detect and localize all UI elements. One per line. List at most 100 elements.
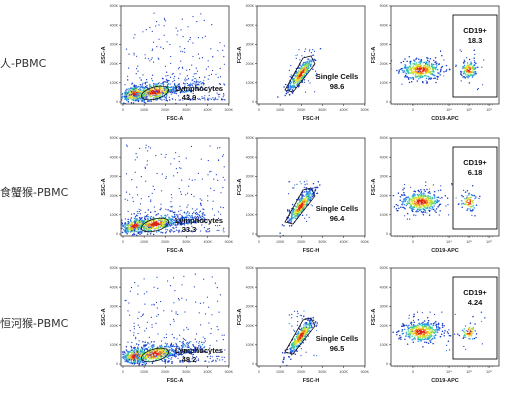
event-dot [149, 91, 152, 93]
lymphocyte-gate [140, 217, 170, 233]
event-dot [192, 15, 194, 18]
event-dot [119, 224, 121, 226]
event-dot [391, 60, 393, 62]
event-dot [299, 208, 302, 211]
event-dot [175, 352, 178, 354]
event-dot [306, 220, 308, 222]
event-dot [433, 205, 435, 207]
event-dot [407, 77, 410, 79]
event-dot [204, 35, 206, 37]
event-dot [197, 219, 199, 221]
event-dot [176, 338, 178, 340]
event-dot [210, 332, 212, 335]
event-dot [165, 75, 167, 77]
event-dot [302, 198, 305, 200]
event-dot [156, 276, 158, 278]
event-dot [429, 209, 431, 212]
event-dot [400, 194, 403, 196]
event-dot [168, 216, 170, 218]
event-dot [142, 219, 144, 222]
event-dot [163, 17, 165, 19]
event-dot [291, 89, 294, 91]
event-dot [300, 77, 302, 79]
event-dot [184, 51, 186, 53]
event-dot [162, 90, 165, 92]
event-dot [438, 63, 441, 65]
event-dot [292, 213, 294, 216]
event-dot [163, 337, 165, 339]
event-dot [217, 225, 219, 227]
event-dot [125, 231, 128, 234]
event-dot [150, 58, 152, 60]
event-dot [290, 224, 293, 226]
event-dot [471, 65, 474, 67]
event-dot [165, 96, 168, 98]
y-tick-label: 200K [246, 194, 255, 198]
event-dot [397, 72, 400, 74]
event-dot [166, 343, 168, 345]
event-dot [136, 156, 138, 158]
event-dot [150, 316, 152, 318]
event-dot [151, 57, 153, 59]
event-dot [412, 199, 415, 202]
event-dot [186, 79, 188, 81]
event-dot [125, 299, 127, 301]
event-dot [200, 202, 202, 204]
event-dot [430, 198, 433, 201]
event-dot [422, 213, 425, 216]
x-tick-label: 10⁶ [486, 108, 492, 112]
event-dot [154, 92, 157, 95]
event-dot [156, 87, 159, 89]
event-dot [427, 194, 429, 197]
event-dot [306, 214, 308, 216]
event-dot [289, 87, 292, 89]
event-dot [164, 222, 166, 224]
event-dot [134, 171, 136, 173]
event-dot [188, 361, 190, 363]
event-dot [290, 81, 292, 84]
event-dot [474, 214, 476, 217]
event-dot [144, 303, 146, 305]
event-dot [166, 83, 169, 86]
event-dot [194, 222, 196, 224]
event-dot [172, 90, 174, 92]
event-dot [466, 189, 469, 192]
event-dot [414, 194, 416, 196]
event-dot [208, 306, 210, 308]
event-dot [155, 154, 157, 157]
event-dot [185, 216, 187, 218]
event-dot [460, 199, 463, 202]
event-dot [301, 203, 303, 206]
event-dot [199, 210, 202, 212]
event-dot [146, 81, 148, 83]
event-dot [129, 330, 131, 332]
event-dot [125, 191, 128, 193]
event-dot [416, 208, 419, 211]
event-dot [316, 186, 319, 189]
event-dot [126, 97, 128, 100]
event-dot [145, 144, 147, 146]
event-dot [199, 348, 201, 350]
event-dot [196, 79, 198, 81]
event-dot [155, 221, 157, 223]
event-dot [135, 73, 137, 75]
event-dot [140, 79, 143, 81]
event-dot [210, 98, 213, 100]
event-dot [167, 86, 170, 88]
event-dot [435, 81, 437, 84]
event-dot [195, 67, 197, 69]
event-dot [216, 326, 218, 328]
event-dot [401, 203, 403, 206]
event-dot [405, 197, 407, 200]
event-dot [217, 329, 219, 331]
event-dot [191, 179, 193, 181]
event-dot [178, 99, 180, 101]
event-dot [175, 102, 177, 104]
event-dot [136, 55, 138, 57]
event-dot [179, 341, 181, 343]
event-dot [463, 60, 466, 63]
event-dot [432, 184, 434, 186]
event-dot [137, 85, 139, 88]
event-dot [195, 222, 197, 224]
event-dot [137, 324, 139, 326]
